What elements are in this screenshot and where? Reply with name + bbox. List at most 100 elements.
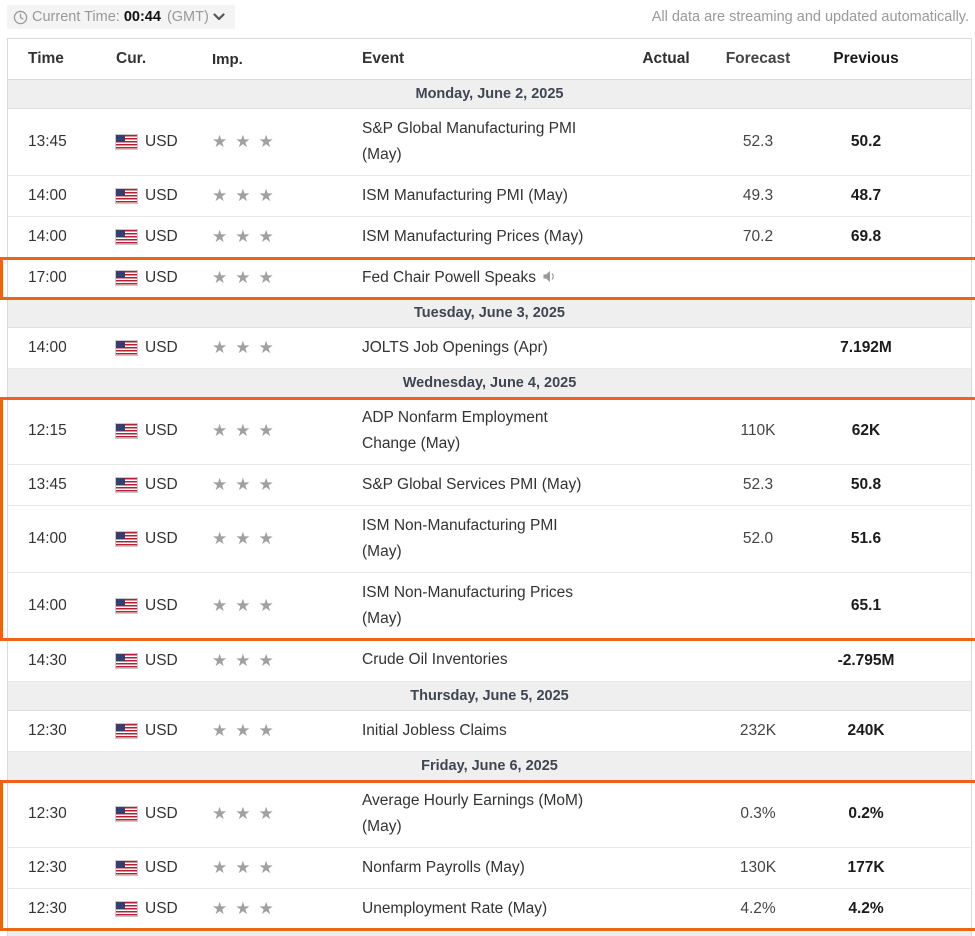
col-header-time: Time — [28, 50, 64, 67]
currency-cell: USD — [115, 422, 212, 440]
current-time-selector[interactable]: Current Time: 00:44 (GMT) — [7, 5, 235, 29]
current-time-value: 00:44 — [123, 9, 161, 25]
forecast-value: 0.3% — [740, 804, 776, 822]
currency-cell: USD — [115, 133, 212, 151]
currency-cell: USD — [115, 804, 212, 823]
event-row-crude-oil-inventories[interactable]: 14:30 USD ★★★ Crude Oil Inventories -2.7… — [8, 640, 971, 682]
event-title[interactable]: Nonfarm Payrolls (May) — [362, 858, 525, 876]
event-name[interactable]: ISM Non-Manufacturing Prices (May) — [362, 573, 622, 639]
previous-value: 50.2 — [850, 133, 882, 150]
event-row-sp-global-services-pmi[interactable]: 13:45 USD ★★★ S&P Global Services PMI (M… — [8, 465, 971, 507]
event-time: 12:30 — [28, 721, 67, 739]
event-title-line2[interactable]: (May) — [362, 146, 402, 163]
us-flag-icon — [115, 598, 138, 615]
importance-cell: ★★★ — [212, 858, 362, 878]
event-row-ism-non-manufacturing-prices[interactable]: 14:00 USD ★★★ ISM Non-Manufacturing Pric… — [8, 573, 971, 641]
highlight-group-powell: 17:00 USD ★★★ Fed Chair Powell Speaks — [0, 257, 975, 301]
event-row-ism-manufacturing-pmi[interactable]: 14:00 USD ★★★ ISM Manufacturing PMI (May… — [8, 176, 971, 218]
importance-cell: ★★★ — [212, 651, 362, 671]
previous-value: 240K — [847, 721, 885, 739]
event-title[interactable]: Unemployment Rate (May) — [362, 899, 548, 917]
importance-stars-icon: ★★★ — [212, 475, 282, 495]
event-name[interactable]: S&P Global Manufacturing PMI (May) — [362, 109, 622, 175]
event-title[interactable]: Initial Jobless Claims — [362, 721, 507, 739]
event-title[interactable]: ISM Non-Manufacturing PMI — [362, 517, 558, 535]
forecast-value: 70.2 — [742, 228, 774, 246]
importance-stars-icon: ★★★ — [212, 720, 282, 740]
chevron-down-icon[interactable] — [213, 13, 225, 21]
speaker-icon[interactable] — [542, 270, 557, 283]
forecast-value: 52.0 — [742, 530, 774, 548]
us-flag-icon — [115, 805, 138, 822]
event-title-line2[interactable]: Change (May) — [362, 435, 461, 453]
event-title[interactable]: JOLTS Job Openings (Apr) — [362, 339, 548, 357]
event-row-average-hourly-earnings[interactable]: 12:30 USD ★★★ Average Hourly Earnings (M… — [8, 780, 971, 848]
us-flag-icon — [115, 652, 138, 669]
event-title[interactable]: ISM Manufacturing PMI (May) — [362, 187, 568, 204]
event-row-jolts-job-openings[interactable]: 14:00 USD ★★★ JOLTS Job Openings (Apr) 7… — [8, 328, 971, 370]
event-title-line2[interactable]: (May) — [362, 543, 402, 561]
importance-cell: ★★★ — [212, 899, 362, 919]
importance-cell: ★★★ — [212, 596, 362, 616]
importance-stars-icon: ★★★ — [212, 268, 282, 288]
event-row-nonfarm-payrolls[interactable]: 12:30 USD ★★★ Nonfarm Payrolls (May) 130… — [8, 847, 971, 889]
day-header-monday: Monday, June 2, 2025 — [8, 80, 971, 109]
previous-value: 7.192M — [840, 339, 892, 357]
event-title[interactable]: ISM Non-Manufacturing Prices — [362, 584, 574, 602]
importance-cell: ★★★ — [212, 721, 362, 741]
event-title[interactable]: Crude Oil Inventories — [362, 651, 508, 669]
event-name[interactable]: Initial Jobless Claims — [362, 711, 622, 751]
us-flag-icon — [115, 722, 138, 739]
event-title-line2[interactable]: (May) — [362, 817, 402, 835]
previous-value: 50.8 — [850, 476, 882, 494]
previous-value: 51.6 — [850, 530, 882, 548]
event-name[interactable]: ISM Manufacturing Prices (May) — [362, 217, 622, 257]
us-flag-icon — [115, 477, 138, 494]
event-row-initial-jobless-claims[interactable]: 12:30 USD ★★★ Initial Jobless Claims 232… — [8, 710, 971, 752]
currency-cell: USD — [115, 187, 212, 205]
event-name[interactable]: Crude Oil Inventories — [362, 640, 622, 680]
currency-code: USD — [145, 804, 178, 822]
event-time: 17:00 — [28, 269, 67, 287]
importance-stars-icon: ★★★ — [212, 650, 282, 670]
currency-cell: USD — [115, 597, 212, 615]
event-row-ism-non-manufacturing-pmi[interactable]: 14:00 USD ★★★ ISM Non-Manufacturing PMI (… — [8, 506, 971, 574]
previous-value: 65.1 — [850, 597, 882, 615]
forecast-value: 52.3 — [742, 133, 774, 150]
event-name[interactable]: S&P Global Services PMI (May) — [362, 465, 622, 505]
event-name[interactable]: ISM Non-Manufacturing PMI (May) — [362, 506, 622, 572]
event-name[interactable]: Average Hourly Earnings (MoM) (May) — [362, 781, 622, 847]
event-row-adp-nonfarm-employment-change[interactable]: 12:15 USD ★★★ ADP Nonfarm Employment Chan… — [8, 398, 971, 466]
us-flag-icon — [115, 423, 138, 440]
col-header-actual: Actual — [642, 50, 690, 67]
event-title[interactable]: S&P Global Manufacturing PMI — [362, 120, 577, 137]
event-row-fed-chair-powell-speaks[interactable]: 17:00 USD ★★★ Fed Chair Powell Speaks — [8, 258, 971, 300]
economic-calendar-table: Time Cur. Imp. Event Actual Forecast Pre… — [0, 38, 975, 932]
currency-code: USD — [145, 228, 178, 246]
currency-code: USD — [145, 187, 178, 205]
event-title[interactable]: Average Hourly Earnings (MoM) — [362, 791, 584, 809]
previous-value: 4.2% — [848, 899, 884, 917]
event-title[interactable]: Fed Chair Powell Speaks — [362, 269, 537, 287]
event-name[interactable]: Unemployment Rate (May) — [362, 889, 622, 929]
event-name[interactable]: Fed Chair Powell Speaks — [362, 258, 622, 298]
event-title[interactable]: ADP Nonfarm Employment — [362, 409, 548, 427]
currency-cell: USD — [115, 530, 212, 548]
currency-code: USD — [145, 721, 178, 739]
previous-value: 48.7 — [850, 187, 882, 205]
event-title[interactable]: ISM Manufacturing Prices (May) — [362, 228, 584, 246]
currency-cell: USD — [115, 652, 212, 670]
event-name[interactable]: ISM Manufacturing PMI (May) — [362, 176, 622, 216]
event-title-line2[interactable]: (May) — [362, 610, 402, 628]
event-name[interactable]: JOLTS Job Openings (Apr) — [362, 328, 622, 368]
event-name[interactable]: ADP Nonfarm Employment Change (May) — [362, 398, 622, 464]
event-title[interactable]: S&P Global Services PMI (May) — [362, 476, 582, 494]
event-time: 14:00 — [28, 597, 67, 615]
event-row-sp-global-manufacturing-pmi[interactable]: 13:45 USD ★★★ S&P Global Manufacturing P… — [8, 109, 971, 176]
current-time-label: Current Time: — [32, 9, 120, 25]
event-row-ism-manufacturing-prices[interactable]: 14:00 USD ★★★ ISM Manufacturing Prices (… — [8, 217, 971, 259]
event-time: 14:00 — [28, 228, 67, 246]
event-name[interactable]: Nonfarm Payrolls (May) — [362, 848, 622, 888]
day-header-friday: Friday, June 6, 2025 — [8, 751, 971, 781]
event-row-unemployment-rate[interactable]: 12:30 USD ★★★ Unemployment Rate (May) 4.… — [8, 888, 971, 930]
